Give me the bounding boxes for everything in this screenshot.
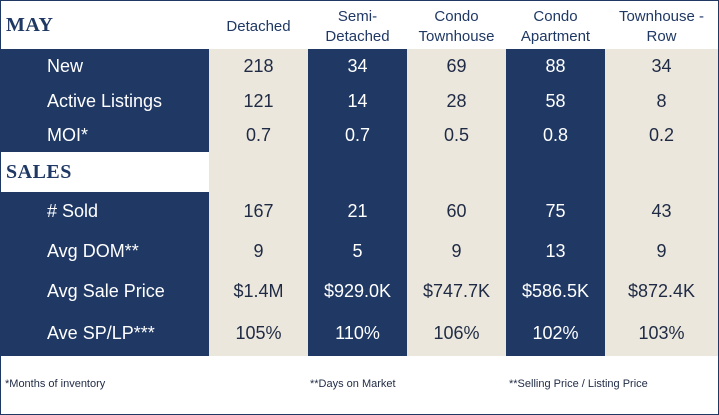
table-cell: 43: [605, 192, 718, 230]
table-cell: $747.7K: [407, 272, 506, 310]
table-cell: 69: [407, 49, 506, 84]
table-cell: $872.4K: [605, 272, 718, 310]
table-cell: 60: [407, 192, 506, 230]
table-cell: 167: [209, 192, 308, 230]
table-cell: 34: [308, 49, 407, 84]
column-header-line: Condo: [533, 8, 578, 25]
table-cell: 75: [506, 192, 605, 230]
table-cell: $929.0K: [308, 272, 407, 310]
table-cell: 0.2: [605, 118, 718, 152]
row-label: Active Listings: [1, 84, 209, 118]
column-header-line: Condo: [434, 8, 479, 25]
section-title-may: MAY: [1, 1, 209, 49]
row-label: Ave SP/LP***: [1, 310, 209, 356]
table-cell: 0.5: [407, 118, 506, 152]
column-header-line: Semi-: [337, 8, 378, 25]
column-header: Detached: [209, 1, 308, 49]
table-cell: 8: [605, 84, 718, 118]
row-label: # Sold: [1, 192, 209, 230]
table-cell: 102%: [506, 310, 605, 356]
table-cell: 9: [605, 230, 718, 272]
table-cell: 34: [605, 49, 718, 84]
column-header-line: Row: [646, 28, 677, 45]
table-cell-empty: [605, 152, 718, 192]
table-cell: 0.7: [209, 118, 308, 152]
table-cell: 106%: [407, 310, 506, 356]
table-cell: 105%: [209, 310, 308, 356]
table-cell: 0.7: [308, 118, 407, 152]
table-cell-empty: [209, 152, 308, 192]
table-cell: 5: [308, 230, 407, 272]
row-label: MOI*: [1, 118, 209, 152]
table-cell-empty: [407, 152, 506, 192]
table-cell: 88: [506, 49, 605, 84]
column-header: Semi- Detached: [308, 1, 407, 49]
table-cell: 58: [506, 84, 605, 118]
column-header-line: Townhouse -: [618, 8, 705, 25]
table-cell-empty: [506, 152, 605, 192]
row-label: Avg DOM**: [1, 230, 209, 272]
section-title-sales: SALES: [1, 152, 209, 192]
row-label: Avg Sale Price: [1, 272, 209, 310]
table-cell: 9: [209, 230, 308, 272]
table-cell: 28: [407, 84, 506, 118]
table-cell: 21: [308, 192, 407, 230]
column-header: Townhouse - Row: [605, 1, 718, 49]
column-header-line: Townhouse: [418, 28, 495, 45]
column-header: Condo Apartment: [506, 1, 605, 49]
table-cell: 0.8: [506, 118, 605, 152]
column-header: Condo Townhouse: [407, 1, 506, 49]
footnote-dom: **Days on Market: [310, 378, 396, 390]
row-label: New: [1, 49, 209, 84]
table-cell: 13: [506, 230, 605, 272]
table-cell: $1.4M: [209, 272, 308, 310]
table-cell: 103%: [605, 310, 718, 356]
table-cell: 9: [407, 230, 506, 272]
table-cell: 218: [209, 49, 308, 84]
table-cell: 121: [209, 84, 308, 118]
table-cell: $586.5K: [506, 272, 605, 310]
column-header-line: Detached: [226, 18, 291, 35]
footnote-moi: *Months of inventory: [5, 378, 106, 390]
column-header-line: Detached: [325, 28, 390, 45]
footnote-splp: **Selling Price / Listing Price: [509, 378, 648, 390]
market-stats-table: MAY Detached Semi- Detached Condo Townhouse Co…: [1, 1, 718, 356]
table-cell: 14: [308, 84, 407, 118]
table-cell-empty: [308, 152, 407, 192]
table-cell: 110%: [308, 310, 407, 356]
column-header-line: Apartment: [520, 28, 591, 45]
